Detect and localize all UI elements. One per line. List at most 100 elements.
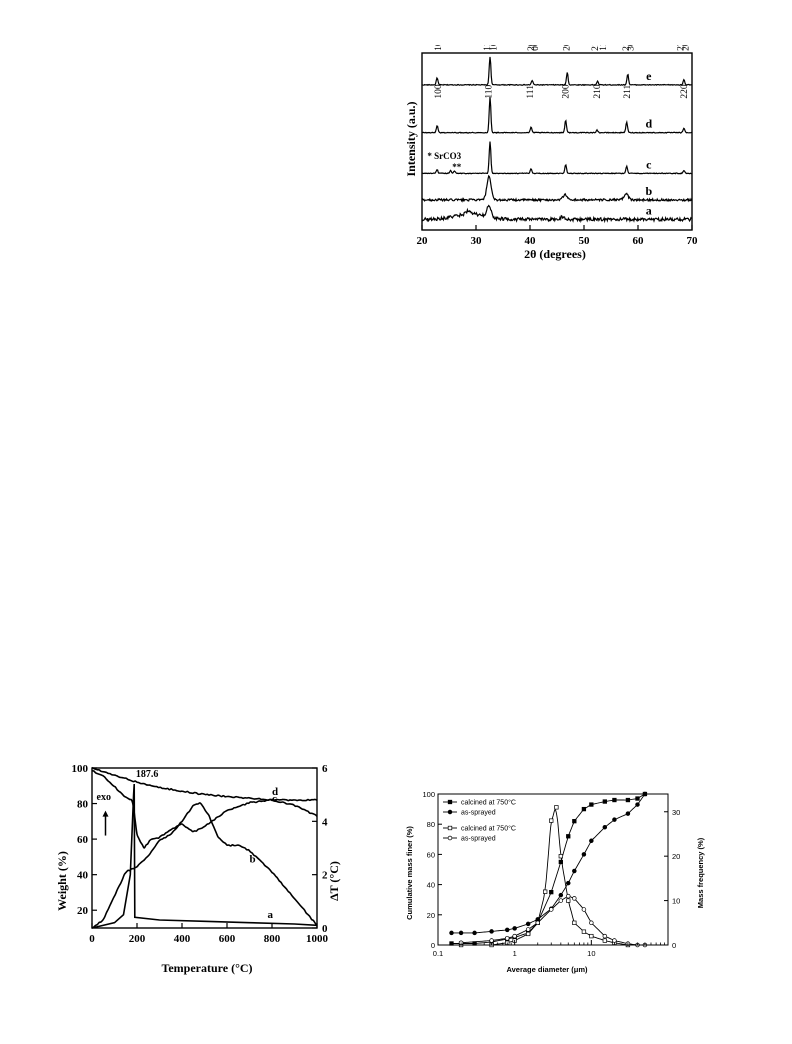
tga-series-label-b: b [250, 854, 256, 866]
psd-point [581, 907, 587, 912]
psd-legend-label: calcined at 750°C [461, 799, 516, 807]
psd-point [581, 806, 587, 812]
xrd-peak-label: 100 [434, 84, 444, 99]
psd-point [525, 921, 531, 927]
xrd-peak-label: 212 [591, 45, 601, 51]
psd-point [449, 930, 454, 936]
xrd-peak-label: 102 [434, 45, 444, 51]
psd-point [589, 933, 594, 939]
xrd-series-label-a: a [646, 203, 652, 217]
xrd-annotation: * SrCO3 [427, 151, 461, 161]
psd-point [612, 938, 617, 943]
tga-series-label-c: c [272, 793, 277, 805]
psd-ylabel: Cumulative mass finer (%) [405, 826, 414, 920]
xrd-series-b [421, 174, 693, 203]
xrd-peak-label: 202 [527, 45, 537, 51]
psd-frame [437, 793, 669, 946]
psd-ytick-label: 80 [427, 820, 435, 829]
psd-point [554, 805, 559, 810]
xrd-series-a [421, 204, 693, 224]
psd-series-line-3 [461, 896, 643, 946]
psd-point [558, 892, 564, 898]
tga-series-label-a: a [268, 909, 274, 921]
xrd-peak-label: 006 [531, 45, 541, 51]
psd-point [566, 880, 571, 886]
tga-ylabel: Weight (%) [55, 851, 69, 911]
psd-ytick-label: 100 [422, 790, 435, 799]
xrd-peak-label: 301 [626, 45, 636, 51]
psd-series-line-1 [451, 794, 646, 934]
psd-y2tick-label: 10 [672, 897, 680, 906]
psd-point [635, 796, 640, 801]
xrd-peak-label: 111 [526, 85, 536, 99]
psd-legend-label: as-sprayed [461, 810, 496, 817]
tga-frame [91, 767, 318, 929]
psd-point [458, 930, 464, 936]
psd-y2label: Mass frequency (%) [696, 837, 705, 908]
psd-point [602, 938, 607, 943]
psd-y2tick-label: 20 [672, 852, 680, 861]
psd-point [504, 936, 510, 941]
xrd-series-d [422, 97, 692, 134]
xrd-xtick-label: 50 [579, 235, 591, 247]
xrd-peak-label: 220 [677, 45, 687, 51]
psd-point [572, 819, 577, 824]
tga-y2tick-label: 2 [322, 870, 328, 882]
psd-point [558, 898, 564, 903]
xrd-peak-label: 104 [489, 45, 499, 51]
tga-series-d [91, 770, 318, 849]
xrd-xtick-label: 60 [633, 235, 645, 247]
psd-xlabel: Average diameter (μm) [506, 965, 588, 974]
psd-point [589, 838, 594, 844]
tga-series-b [91, 802, 318, 929]
xrd-peak-label: 220 [680, 84, 690, 99]
psd-point [581, 852, 587, 857]
psd-point [548, 907, 554, 912]
xrd-series-label-d: d [645, 117, 652, 131]
tga-xtick-label: 200 [129, 933, 146, 945]
psd-ytick-label: 20 [427, 911, 435, 920]
psd-point [525, 927, 531, 932]
psd-point [512, 933, 517, 939]
xrd-peak-label: 204 [563, 45, 573, 51]
tga-xlabel: Temperature (°C) [161, 961, 252, 975]
xrd-peak-label: 210 [593, 84, 603, 99]
psd-y2tick-label: 0 [672, 941, 676, 950]
psd-point [489, 938, 494, 943]
psd-point [526, 931, 531, 937]
tga-xtick-label: 800 [264, 933, 281, 945]
psd-point [566, 893, 571, 899]
psd-point [625, 811, 631, 816]
psd-point [581, 929, 587, 934]
psd-legend-marker [447, 835, 453, 841]
psd-point [472, 930, 477, 936]
psd-point [589, 802, 594, 807]
xrd-peak-label: 211 [623, 84, 633, 98]
xrd-chart: e102110104202006204212116214301220208d10… [404, 45, 698, 261]
psd-point [566, 898, 571, 903]
tga-ytick-label: 40 [77, 870, 89, 882]
psd-point [612, 817, 617, 822]
tga-series-a [91, 783, 318, 929]
psd-ytick-label: 40 [427, 881, 435, 890]
xrd-xtick-label: 20 [417, 235, 429, 247]
psd-point [549, 818, 554, 823]
tga-xtick-label: 1000 [306, 933, 329, 945]
tga-exo-annotation: exo [97, 792, 111, 803]
tga-y2tick-label: 6 [322, 763, 328, 775]
psd-point [535, 920, 540, 926]
tga-ytick-label: 80 [77, 799, 89, 811]
psd-y2tick-label: 30 [672, 808, 680, 817]
tga-y2tick-label: 0 [322, 923, 328, 935]
psd-point [602, 933, 608, 939]
psd-point [489, 929, 494, 934]
tga-xtick-label: 0 [89, 933, 95, 945]
xrd-frame [421, 52, 693, 231]
psd-legend: calcined at 750°C as-sprayed calcined at 7… [443, 799, 516, 843]
psd-ytick-label: 0 [431, 941, 435, 950]
psd-point [589, 920, 594, 926]
psd-point [572, 896, 577, 901]
psd-point [504, 927, 510, 933]
